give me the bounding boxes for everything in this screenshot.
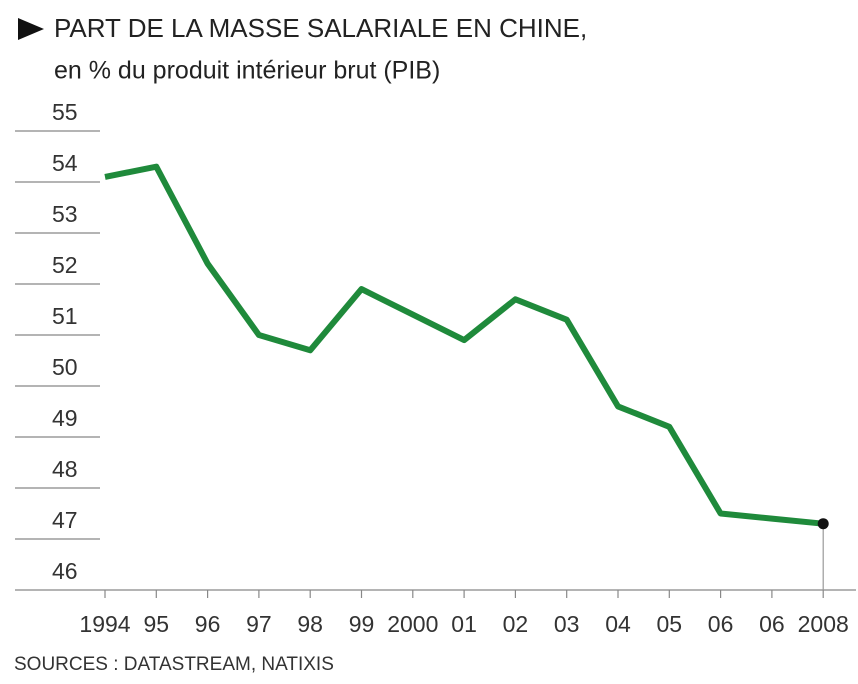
x-tick-label: 02 <box>503 611 529 637</box>
source: SOURCES : DATASTREAM, NATIXIS <box>14 654 334 675</box>
x-tick-label: 05 <box>657 611 683 637</box>
x-tick-label: 95 <box>144 611 170 637</box>
x-tick-label: 03 <box>554 611 580 637</box>
y-tick-label: 50 <box>52 354 78 380</box>
chart-title: PART DE LA MASSE SALARIALE EN CHINE, <box>54 13 587 43</box>
end-point <box>817 518 829 530</box>
y-tick-label: 53 <box>52 201 78 227</box>
y-tick-label: 52 <box>52 252 78 278</box>
x-tick-label: 98 <box>297 611 323 637</box>
y-tick-label: 49 <box>52 405 78 431</box>
x-tick-label: 1994 <box>79 611 130 637</box>
x-tick-label: 06 <box>759 611 785 637</box>
x-tick-label: 06 <box>708 611 734 637</box>
x-tick-label: 97 <box>246 611 272 637</box>
y-tick-label: 46 <box>52 558 78 584</box>
x-tick-label: 96 <box>195 611 221 637</box>
x-tick-label: 99 <box>349 611 375 637</box>
x-tick-label: 04 <box>605 611 631 637</box>
y-tick-label: 51 <box>52 303 78 329</box>
line <box>104 163 824 527</box>
x-tick-label: 01 <box>451 611 477 637</box>
y-tick-label: 48 <box>52 456 78 482</box>
chart-subtitle: en % du produit intérieur brut (PIB) <box>54 57 440 85</box>
x-tick-label: 2000 <box>387 611 438 637</box>
x-tick-label: 2008 <box>798 611 849 637</box>
y-tick-label: 54 <box>52 150 78 176</box>
y-tick-label: 55 <box>52 99 78 125</box>
title-arrow <box>18 18 44 40</box>
y-tick-label: 47 <box>52 507 78 533</box>
